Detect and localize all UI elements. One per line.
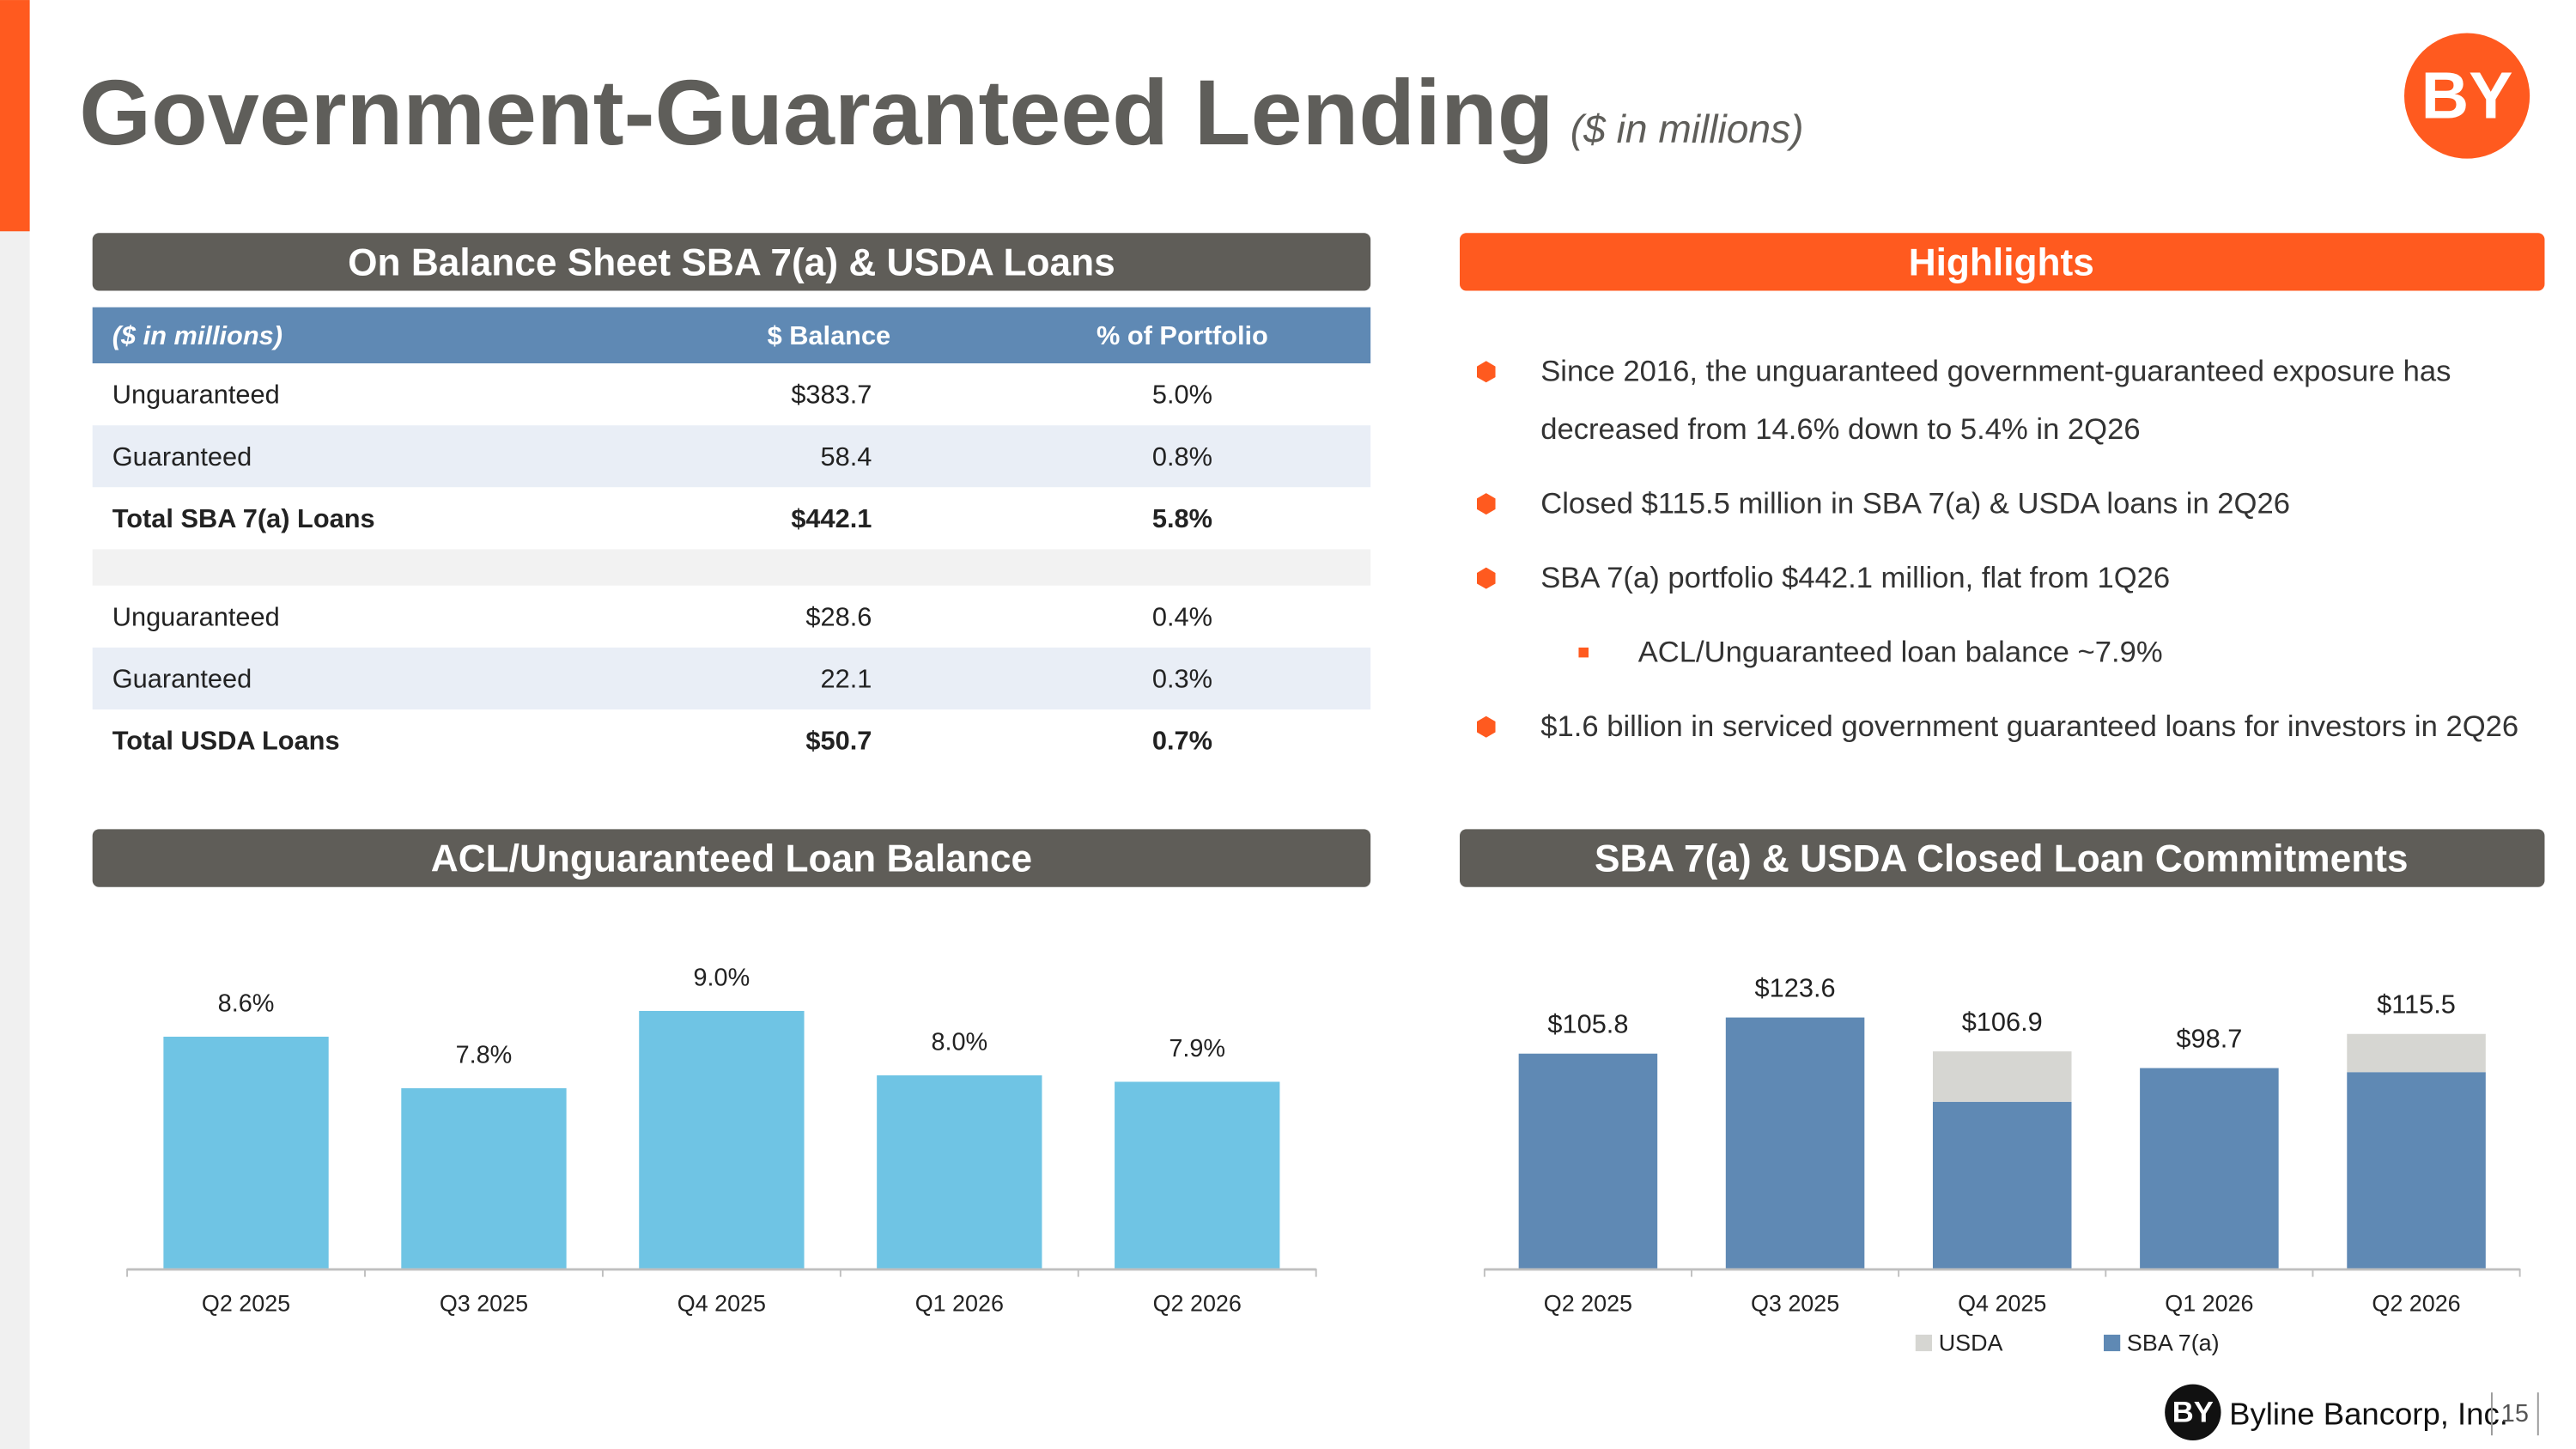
section-title: On Balance Sheet SBA 7(a) & USDA Loans	[348, 241, 1115, 283]
data-label: 9.0%	[694, 965, 750, 992]
footer-logo-text: BY	[2172, 1396, 2214, 1428]
section-title: SBA 7(a) & USDA Closed Loan Commitments	[1595, 838, 2409, 880]
table-cell: $50.7	[805, 726, 872, 756]
table-cell: 5.8%	[1152, 503, 1212, 533]
footer-logo	[2165, 1384, 2221, 1440]
table-row-bg	[92, 363, 1371, 426]
data-label: 8.0%	[931, 1029, 987, 1056]
section-bar	[92, 233, 1371, 291]
total-label: $123.6	[1755, 972, 1836, 1002]
table-cell: 5.0%	[1152, 380, 1212, 410]
table-header-cell: ($ in millions)	[112, 320, 283, 350]
table-row-bg	[92, 709, 1371, 772]
left-strip	[0, 0, 30, 1449]
table-cell: 0.7%	[1152, 726, 1212, 756]
total-label: $115.5	[2377, 989, 2456, 1020]
data-label: 7.9%	[1169, 1035, 1225, 1062]
x-tick-label: Q4 2025	[1958, 1290, 2046, 1316]
table-row-bg	[92, 647, 1371, 709]
legend-swatch	[2104, 1334, 2121, 1352]
x-tick-label: Q1 2026	[915, 1290, 1004, 1316]
logo-text: BY	[2421, 59, 2513, 133]
table-cell: $383.7	[791, 380, 872, 410]
table-cell: Total SBA 7(a) Loans	[112, 503, 375, 533]
bullet	[1477, 715, 1496, 738]
table-cell: $28.6	[805, 601, 872, 631]
table-header-cell: $ Balance	[768, 320, 891, 350]
table-cell: 58.4	[821, 441, 872, 472]
x-tick-label: Q2 2026	[2372, 1290, 2460, 1316]
bar	[1115, 1081, 1280, 1269]
bullet	[1477, 493, 1496, 515]
highlight-text: decreased from 14.6% down to 5.4% in 2Q2…	[1540, 413, 2140, 446]
section-title: Highlights	[1909, 241, 2094, 283]
company-name: Byline Bancorp, Inc.	[2229, 1397, 2508, 1432]
bar-segment	[1932, 1051, 2072, 1102]
legend-label: SBA 7(a)	[2127, 1330, 2220, 1356]
legend-swatch	[1915, 1334, 1932, 1352]
table-header-bg	[92, 307, 1371, 364]
table-cell: Guaranteed	[112, 663, 252, 693]
bar-segment	[1725, 1017, 1865, 1269]
bullet	[1477, 567, 1496, 589]
highlight-text: ACL/Unguaranteed loan balance ~7.9%	[1638, 636, 2163, 669]
x-tick-label: Q1 2026	[2165, 1290, 2253, 1316]
table-cell: Unguaranteed	[112, 380, 280, 410]
table-cell: Guaranteed	[112, 441, 252, 472]
slide-title: Government-Guaranteed Lending	[79, 61, 1553, 164]
total-label: $98.7	[2176, 1023, 2242, 1053]
x-tick-label: Q4 2025	[677, 1290, 766, 1316]
table-row-bg	[92, 425, 1371, 488]
highlight-text: $1.6 billion in serviced government guar…	[1540, 710, 2518, 743]
section-bar	[1460, 829, 2545, 887]
bar-segment	[2140, 1068, 2279, 1269]
bar-segment	[1518, 1053, 1658, 1269]
bar-segment	[2347, 1033, 2486, 1073]
section-bar	[1460, 233, 2545, 291]
page-number: 15	[2501, 1400, 2529, 1428]
bar	[401, 1087, 567, 1269]
table-spacer	[92, 549, 1371, 586]
bar	[877, 1075, 1042, 1269]
accent-bar	[0, 0, 30, 232]
section-title: ACL/Unguaranteed Loan Balance	[431, 838, 1032, 880]
table-header-cell: % of Portfolio	[1097, 320, 1268, 350]
table-cell: Unguaranteed	[112, 601, 280, 631]
bar-segment	[2347, 1072, 2486, 1269]
x-tick-label: Q2 2025	[1544, 1290, 1632, 1316]
table-cell: Total USDA Loans	[112, 726, 340, 756]
data-label: 7.8%	[456, 1042, 513, 1069]
table-cell: 22.1	[821, 663, 872, 693]
total-label: $106.9	[1962, 1007, 2043, 1037]
legend-label: USDA	[1939, 1330, 2003, 1356]
section-bar	[92, 829, 1371, 887]
x-tick-label: Q2 2025	[202, 1290, 290, 1316]
table-cell: 0.8%	[1152, 441, 1212, 472]
bar	[163, 1036, 329, 1269]
data-label: 8.6%	[218, 989, 275, 1017]
table-row-bg	[92, 487, 1371, 550]
table-cell: $442.1	[791, 503, 872, 533]
highlight-text: SBA 7(a) portfolio $442.1 million, flat …	[1540, 562, 2170, 594]
total-label: $105.8	[1547, 1009, 1628, 1039]
table-cell: 0.4%	[1152, 601, 1212, 631]
highlight-text: Closed $115.5 million in SBA 7(a) & USDA…	[1540, 488, 2290, 521]
table-row-bg	[92, 585, 1371, 648]
logo	[2404, 33, 2530, 159]
bar	[639, 1010, 805, 1269]
x-tick-label: Q3 2025	[440, 1290, 528, 1316]
sub-bullet	[1578, 647, 1589, 658]
x-tick-label: Q2 2026	[1153, 1290, 1242, 1316]
x-tick-label: Q3 2025	[1751, 1290, 1839, 1316]
bullet	[1477, 361, 1496, 383]
bar-segment	[1932, 1101, 2072, 1269]
table-cell: 0.3%	[1152, 663, 1212, 693]
slide-subtitle: ($ in millions)	[1571, 107, 1804, 151]
highlight-text: Since 2016, the unguaranteed government-…	[1540, 356, 2451, 388]
